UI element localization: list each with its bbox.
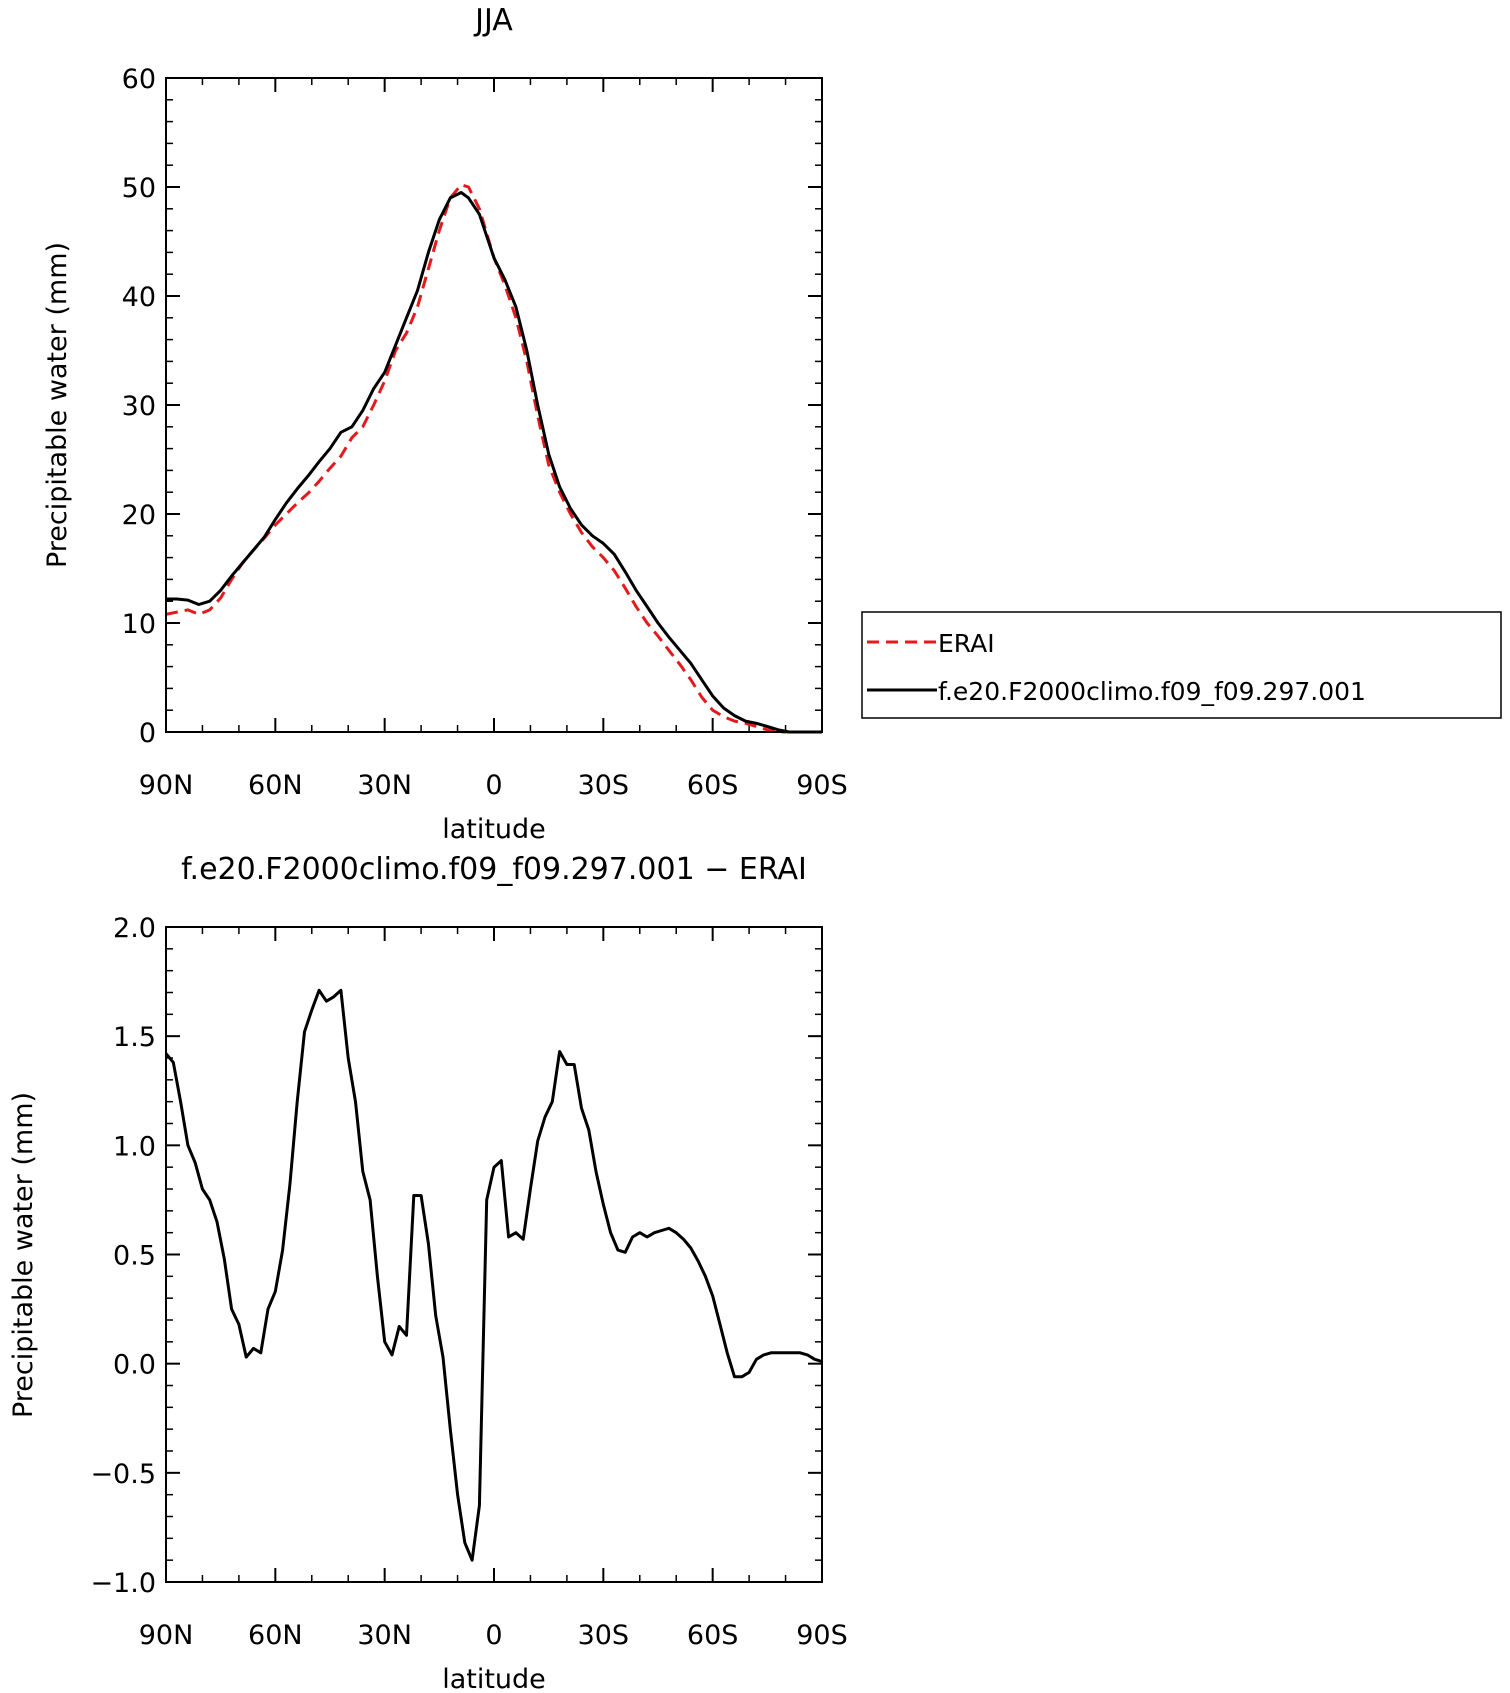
x-tick-label: 60N <box>248 770 303 801</box>
plot-area <box>165 183 822 734</box>
y-tick-label: 30 <box>122 391 156 422</box>
y-axis-label: Precipitable water (mm) <box>42 242 73 568</box>
x-tick-label: 60S <box>687 770 739 801</box>
x-tick-label: 0 <box>485 770 502 801</box>
x-axis-label: latitude <box>442 1664 546 1693</box>
y-tick-label: 10 <box>122 609 156 640</box>
panel-bottom: f.e20.F2000climo.f09_f09.297.001 − ERAI … <box>8 852 848 1693</box>
panel-top: JJA 0 10 20 30 40 50 60 90N 60N 30N 0 30S 60S 90S la… <box>42 3 848 845</box>
plot-frame <box>165 77 823 733</box>
y-axis-label: Precipitable water (mm) <box>8 1092 39 1418</box>
x-tick-label: 30S <box>578 1620 630 1651</box>
x-tick-labels: 90N 60N 30N 0 30S 60S 90S <box>139 78 848 801</box>
legend-label-erai: ERAI <box>938 629 995 658</box>
y-tick-label: 0.0 <box>113 1350 156 1381</box>
plot-frame <box>165 926 823 1583</box>
y-tick-label: 20 <box>122 500 156 531</box>
y-tick-label: −1.0 <box>90 1568 156 1599</box>
x-tick-label: 60N <box>248 1620 303 1651</box>
y-tick-label: −0.5 <box>90 1459 156 1490</box>
y-tick-label: 0 <box>139 718 156 749</box>
y-tick-label: 1.0 <box>113 1131 156 1162</box>
y-tick-label: 1.5 <box>113 1022 156 1053</box>
chart-title-difference: f.e20.F2000climo.f09_f09.297.001 − ERAI <box>181 852 807 887</box>
y-tick-labels: 0 10 20 30 40 50 60 <box>122 64 822 749</box>
x-tick-label: 30N <box>357 770 412 801</box>
legend-label-model: f.e20.F2000climo.f09_f09.297.001 <box>938 677 1366 706</box>
chart-title: JJA <box>473 3 513 38</box>
x-tick-label: 30S <box>578 770 630 801</box>
y-tick-label: 0.5 <box>113 1241 156 1272</box>
y-tick-labels: −1.0 −0.5 0.0 0.5 1.0 1.5 2.0 <box>90 913 822 1599</box>
y-tick-label: 2.0 <box>113 913 156 944</box>
x-axis-label: latitude <box>442 814 546 845</box>
series-line-difference <box>164 988 823 1562</box>
series-line-erai <box>165 183 822 734</box>
legend-box <box>861 611 1502 719</box>
x-tick-label: 90N <box>139 1620 194 1651</box>
y-tick-label: 40 <box>122 282 156 313</box>
legend: ERAI f.e20.F2000climo.f09_f09.297.001 <box>861 611 1502 719</box>
x-tick-label: 90S <box>796 1620 848 1651</box>
x-tick-label: 60S <box>687 1620 739 1651</box>
y-tick-label: 50 <box>122 173 156 204</box>
x-tick-label: 90N <box>139 770 194 801</box>
y-tick-label: 60 <box>122 64 156 95</box>
series-line-f-e20-f2000climo-f09-f09-297-001 <box>166 191 822 734</box>
x-tick-label: 0 <box>485 1620 502 1651</box>
x-tick-label: 90S <box>796 770 848 801</box>
plot-area <box>164 988 823 1562</box>
x-tick-labels: 90N 60N 30N 0 30S 60S 90S <box>139 927 848 1651</box>
x-tick-label: 30N <box>357 1620 412 1651</box>
